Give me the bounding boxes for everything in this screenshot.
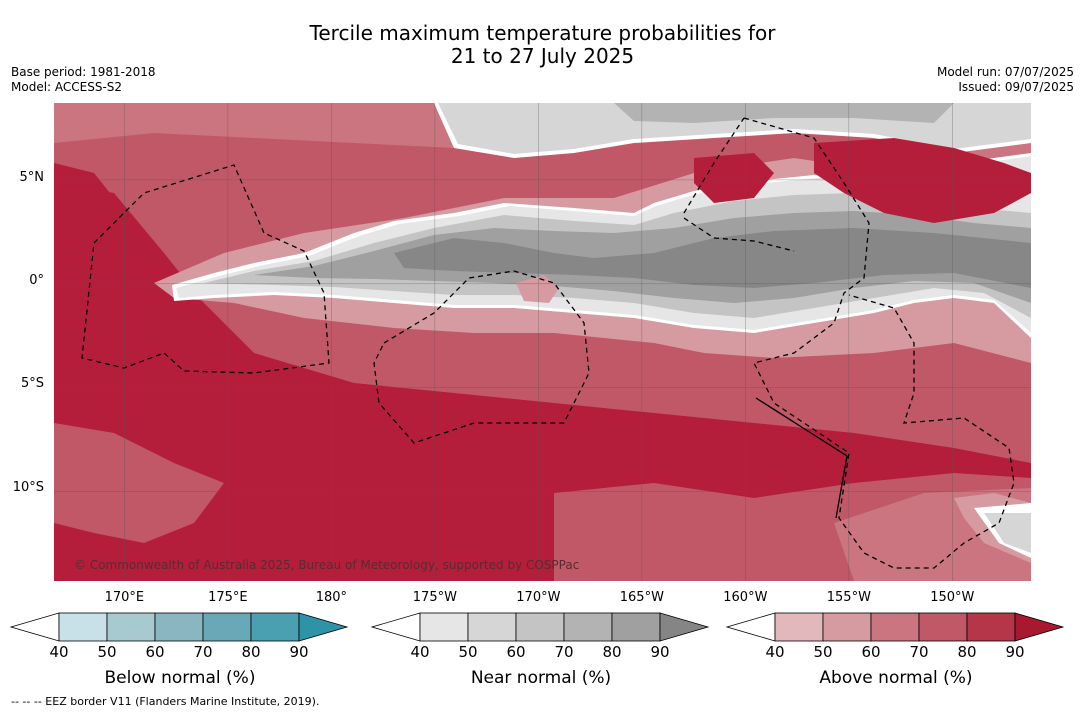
colorbar-segment (822, 612, 872, 642)
lon-label: 175°E (208, 590, 248, 605)
colorbar-tick-label: 70 (193, 643, 213, 661)
colorbar-near-normal (371, 612, 710, 642)
lat-label-5s: 5°S (20, 376, 44, 391)
lon-label: 175°W (412, 590, 457, 605)
eez-borders (81, 117, 1015, 569)
colorbar-segment (202, 612, 252, 642)
above-80-90-west (54, 163, 154, 373)
colorbar-tick-label: 90 (1005, 643, 1025, 661)
probability-map: © Commonwealth of Australia 2025, Bureau… (54, 103, 1031, 581)
colorbar-segment (106, 612, 156, 642)
above-normal-title: Above normal (%) (819, 668, 973, 688)
colorbar-segment (515, 612, 565, 642)
base-period-text: Base period: 1981-2018 (11, 65, 156, 79)
lon-label: 155°W (826, 590, 871, 605)
colorbar-extend-high (659, 612, 710, 642)
equator-red-pocket (516, 275, 559, 303)
colorbar-extend-low (726, 612, 776, 642)
eez-north-segment (683, 117, 745, 214)
colorbar-tick-label: 70 (909, 643, 929, 661)
colorbar-tick-label: 40 (765, 643, 785, 661)
lon-label: 160°W (723, 590, 768, 605)
eez-footnote: -- -- -- EEZ border V11 (Flanders Marine… (11, 695, 320, 708)
lat-label-0: 0° (29, 273, 44, 288)
colorbar-extend-low (10, 612, 60, 642)
eez-line-islands (743, 117, 1015, 569)
left-metadata: Base period: 1981-2018 Model: ACCESS-S2 (11, 65, 156, 95)
colorbar-extend-low (371, 612, 421, 642)
colorbar-tick-label: 70 (554, 643, 574, 661)
lon-label: 150°W (930, 590, 975, 605)
colorbar-tick-label: 80 (957, 643, 977, 661)
title-line-2: 21 to 27 July 2025 (450, 44, 635, 68)
colorbar-segment (870, 612, 920, 642)
lon-label: 165°W (619, 590, 664, 605)
above-70-80-sw-patch (54, 423, 224, 543)
issued-text: Issued: 09/07/2025 (958, 80, 1074, 94)
near-normal-title: Near normal (%) (470, 668, 612, 688)
colorbar-tick-label: 80 (602, 643, 622, 661)
colorbar-tick-label: 50 (813, 643, 833, 661)
title-line-1: Tercile maximum temperature probabilitie… (309, 21, 776, 45)
above-80-90-north-patch (694, 153, 774, 203)
colorbar-tick-label: 60 (506, 643, 526, 661)
colorbar-below-normal (10, 612, 349, 642)
colorbar-tick-label: 60 (145, 643, 165, 661)
colorbar-segment (966, 612, 1016, 642)
solid-boundary-line (755, 397, 848, 519)
lon-label: 180° (315, 590, 348, 605)
colorbar-segment (918, 612, 968, 642)
colorbar-segment (250, 612, 300, 642)
colorbar-tick-label: 90 (289, 643, 309, 661)
map-title: Tercile maximum temperature probabilitie… (0, 22, 1085, 68)
colorbar-tick-label: 40 (410, 643, 430, 661)
north-near-normal-dark (614, 103, 954, 123)
near-normal-90-plus (394, 228, 1031, 288)
lat-label-10s: 10°S (12, 480, 44, 495)
gridlines (54, 103, 1031, 581)
colorbar-tick-label: 50 (97, 643, 117, 661)
map-panel[interactable]: © Commonwealth of Australia 2025, Bureau… (54, 103, 1031, 581)
below-normal-title: Below normal (%) (104, 668, 256, 688)
eez-kiribati-gilbert (81, 164, 330, 374)
eez-phoenix-edge (683, 217, 795, 252)
lon-label: 170°E (104, 590, 145, 605)
colorbar-tick-label: 40 (49, 643, 69, 661)
colorbar-segment (154, 612, 204, 642)
colorbar-extend-high (298, 612, 349, 642)
model-run-text: Model run: 07/07/2025 (936, 65, 1074, 79)
colorbar-tick-label: 90 (650, 643, 670, 661)
lat-label-5n: 5°N (19, 170, 45, 185)
copyright-notice: © Commonwealth of Australia 2025, Bureau… (74, 558, 579, 572)
model-text: Model: ACCESS-S2 (11, 80, 123, 94)
colorbar-tick-label: 60 (861, 643, 881, 661)
colorbar-tick-label: 50 (458, 643, 478, 661)
colorbar-tick-label: 80 (241, 643, 261, 661)
above-80-90-south (54, 183, 1031, 581)
near-normal-se-corner (984, 513, 1031, 553)
colorbar-above-normal (726, 612, 1065, 642)
colorbar-segment (774, 612, 824, 642)
lon-label: 170°W (516, 590, 561, 605)
right-metadata: Model run: 07/07/2025 Issued: 09/07/2025 (937, 65, 1074, 95)
colorbar-segment (419, 612, 469, 642)
colorbar-segment (611, 612, 661, 642)
colorbar-segment (467, 612, 517, 642)
colorbar-segment (563, 612, 613, 642)
above-80-90-ne-patch (814, 138, 1031, 223)
colorbar-segment (58, 612, 108, 642)
colorbar-extend-high (1014, 612, 1065, 642)
